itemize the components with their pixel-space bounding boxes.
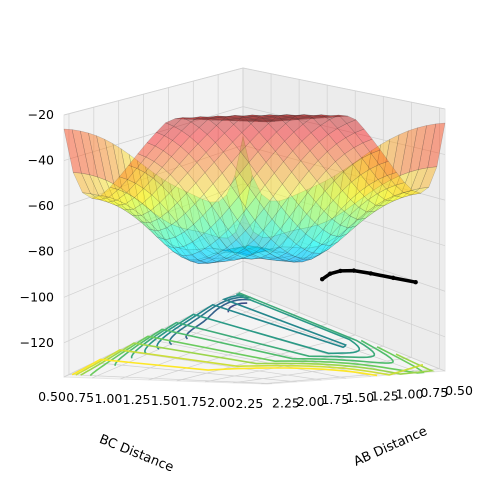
surface-patch [257, 120, 276, 123]
x-tick-label: 1.00 [396, 387, 424, 402]
z-tick-label: −100 [20, 289, 54, 304]
contour-line [114, 328, 394, 366]
contour-line [80, 342, 435, 376]
trajectory-point [390, 275, 396, 281]
z-tick-label: −120 [20, 335, 54, 350]
x-tick-label: 1.25 [371, 388, 399, 403]
contour-line [144, 293, 361, 355]
grid-line [63, 67, 244, 116]
y-tick-label: 1.25 [123, 392, 151, 407]
trajectory-point [338, 268, 343, 274]
x-tick-label: 1.50 [346, 390, 374, 405]
contour-line [71, 358, 378, 377]
trajectory-point [368, 271, 373, 276]
y-tick-label: 1.00 [94, 391, 122, 406]
z-tick-label: −40 [28, 153, 54, 168]
trajectory-point [351, 268, 357, 273]
contour-line [168, 296, 252, 346]
grid-line [242, 144, 446, 201]
grid-line [63, 222, 244, 298]
contour-line [75, 349, 424, 376]
trajectory-point [413, 280, 418, 285]
y-tick-label: 2.00 [207, 395, 235, 410]
axis-ticks: 0.500.751.001.251.501.752.002.250.50 0.75… [20, 107, 473, 411]
contour-line [89, 335, 425, 377]
potential-surface [63, 114, 446, 264]
y-tick-label: 0.75 [66, 390, 94, 405]
y-tick-label: 0.50 [38, 389, 66, 404]
x-tick-label: 0.75 [420, 385, 448, 400]
grid-line [242, 183, 446, 247]
grid-line [242, 106, 446, 155]
grid-line [176, 334, 356, 382]
z-tick-label: −20 [28, 107, 54, 122]
grid-line [233, 357, 412, 384]
x-tick-label: 2.25 [272, 396, 300, 411]
trajectory-path [319, 268, 418, 285]
x-tick-label: 0.50 [445, 383, 473, 398]
y-tick-label: 1.50 [151, 393, 179, 408]
grid-line [63, 183, 244, 253]
y-axis-title: BC Distance [97, 432, 176, 475]
grid-line [242, 260, 446, 338]
grid-line [63, 260, 244, 344]
contour-line [130, 291, 376, 359]
z-tick-label: −80 [28, 244, 54, 259]
grid-line [63, 106, 244, 161]
trajectory-point [319, 277, 325, 282]
contour-line [185, 298, 251, 340]
trajectory-point [327, 271, 333, 276]
y-tick-label: 1.75 [179, 394, 207, 409]
x-tick-label: 2.00 [297, 394, 325, 409]
x-tick-label: 1.75 [321, 392, 349, 407]
grid-line [242, 67, 446, 110]
z-tick-label: −60 [28, 198, 54, 213]
contour-projection [71, 291, 435, 377]
x-axis-title: AB Distance [352, 424, 430, 470]
y-tick-label: 2.25 [235, 396, 263, 411]
